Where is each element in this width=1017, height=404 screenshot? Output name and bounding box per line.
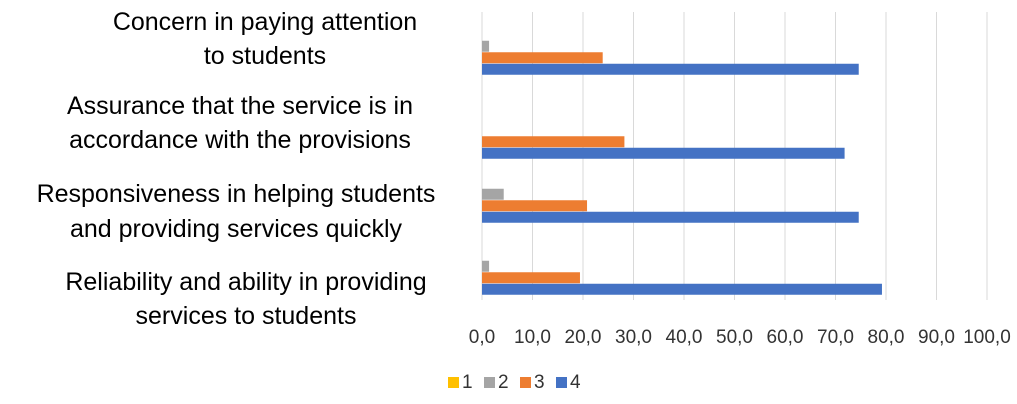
category-label: to students	[204, 42, 326, 70]
x-tick-label: 90,0	[918, 327, 955, 348]
x-tick-label: 0,0	[469, 327, 495, 348]
bar-series-3	[482, 200, 588, 212]
x-tick-label: 50,0	[716, 327, 753, 348]
bar-series-2	[482, 188, 504, 200]
x-tick-label: 10,0	[514, 327, 551, 348]
category-label: accordance with the provisions	[69, 126, 411, 154]
legend-swatch-4	[556, 377, 567, 388]
bar-series-4	[482, 147, 845, 159]
legend-label-1: 1	[462, 372, 473, 393]
legend-label-2: 2	[498, 372, 509, 393]
legend-swatch-3	[520, 377, 531, 388]
category-label: and providing services quickly	[70, 215, 403, 243]
x-tick-label: 20,0	[565, 327, 602, 348]
bars	[482, 40, 882, 295]
x-axis-tick-labels: 0,0 10,0 20,0 30,0 40,0 50,0 60,0 70,0 80,0 90,0 1…	[469, 327, 1011, 348]
legend-swatch-1	[448, 377, 459, 388]
bar-series-2	[482, 40, 490, 52]
category-label: Concern in paying attention	[113, 8, 417, 36]
category-label: Reliability and ability in providing	[65, 268, 426, 296]
legend: 1 2 3 4	[448, 372, 581, 393]
category-label: Responsiveness in helping students	[37, 180, 436, 208]
category-label: services to students	[136, 302, 357, 330]
category-label: Assurance that the service is in	[67, 92, 413, 120]
x-tick-label: 30,0	[615, 327, 652, 348]
legend-swatch-2	[484, 377, 495, 388]
bar-series-3	[482, 136, 625, 148]
x-tick-label: 40,0	[666, 327, 703, 348]
bar-series-4	[482, 63, 859, 75]
bar-series-3	[482, 272, 580, 284]
x-tick-label: 70,0	[817, 327, 854, 348]
x-tick-label: 80,0	[868, 327, 905, 348]
legend-label-3: 3	[534, 372, 545, 393]
legend-label-4: 4	[570, 372, 581, 393]
bar-series-4	[482, 211, 859, 223]
bar-series-4	[482, 283, 882, 295]
x-tick-label: 60,0	[767, 327, 804, 348]
category-labels: Concern in paying attention to students As…	[37, 8, 436, 330]
x-tick-label: 100,0	[963, 327, 1011, 348]
bar-series-3	[482, 52, 603, 64]
bar-series-2	[482, 260, 490, 272]
